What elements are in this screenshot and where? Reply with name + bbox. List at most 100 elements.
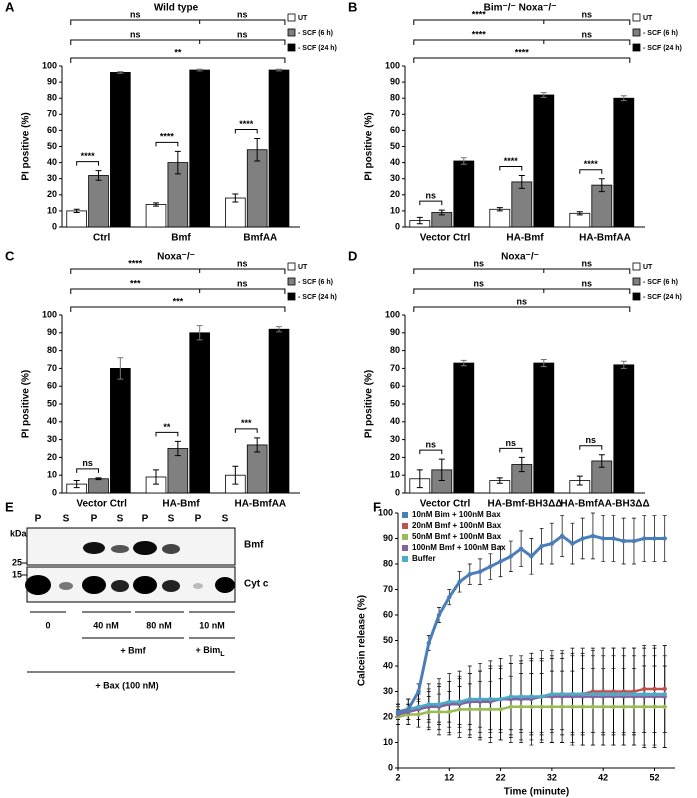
x-tick-label: 12: [444, 772, 454, 782]
comparison-label: ns: [237, 29, 248, 39]
point: [642, 704, 647, 709]
point: [611, 704, 616, 709]
y-tick-label: 60: [383, 609, 393, 619]
point: [559, 704, 565, 709]
bar: [613, 364, 635, 494]
band: [162, 544, 180, 554]
panel-label: C: [5, 248, 15, 263]
legend-swatch: [287, 262, 296, 271]
x-tick-label: 32: [547, 772, 557, 782]
error-bar: [620, 95, 627, 102]
point: [488, 564, 493, 569]
comparison-bracket: [70, 39, 286, 45]
y-tick-label: 50: [390, 398, 400, 408]
point: [580, 536, 585, 541]
x-tick-label: HA-BmfAA: [234, 499, 286, 510]
point: [395, 709, 401, 715]
point: [590, 691, 596, 697]
comparison-label: ns: [582, 258, 593, 268]
point: [580, 691, 585, 697]
y-tick-label: 70: [390, 363, 400, 373]
point: [652, 704, 657, 709]
chart-title: Wild type: [154, 3, 199, 14]
y-tick-label: 100: [42, 309, 57, 319]
point: [498, 707, 503, 712]
bar: [268, 69, 290, 228]
legend-label: - SCF (24 h): [643, 45, 682, 52]
lane-label: P: [142, 514, 149, 525]
comparison-label: ****: [472, 29, 487, 39]
point: [549, 691, 555, 697]
comparison-bracket: [413, 306, 631, 312]
point: [642, 536, 647, 541]
chart-title: Bim⁻/⁻ Noxa⁻/⁻: [484, 3, 557, 14]
mw-marker: 25: [12, 557, 22, 567]
x-tick-label: 22: [496, 772, 506, 782]
point: [518, 694, 524, 699]
comparison-label: ***: [173, 296, 184, 306]
significance-bracket: [155, 431, 179, 437]
legend-swatch: [632, 277, 641, 286]
error-bar: [95, 477, 102, 481]
error-bar: [460, 157, 467, 165]
y-tick-label: 10: [383, 737, 393, 747]
bar: [189, 69, 210, 228]
x-tick-label: Vector Ctrl: [420, 499, 471, 510]
y-tick-label: 20: [47, 452, 57, 462]
point: [488, 707, 493, 712]
y-tick-label: 40: [390, 157, 400, 167]
band: [162, 580, 180, 592]
legend-label: Buffer: [412, 554, 436, 563]
point: [580, 704, 585, 709]
buffer-label: + Bax (100 nM): [95, 680, 158, 690]
legend-swatch: [287, 28, 296, 37]
legend-swatch: [287, 13, 296, 22]
legend-label: UT: [643, 15, 653, 22]
error-bar: [620, 360, 627, 369]
y-tick-label: 0: [395, 487, 400, 497]
legend-swatch: [632, 13, 641, 22]
y-tick-label: 20: [390, 189, 400, 199]
error-bar: [416, 216, 423, 225]
y-tick-label: 60: [47, 381, 57, 391]
legend-swatch: [632, 262, 641, 271]
point: [488, 696, 493, 702]
significance-bracket: [234, 128, 258, 134]
y-tick-label: 20: [390, 452, 400, 462]
error-bar: [518, 456, 525, 473]
x-tick-label: 42: [598, 772, 608, 782]
y-tick-label: 10: [47, 470, 57, 480]
point: [600, 691, 606, 697]
legend-swatch: [287, 277, 296, 286]
bar: [88, 478, 109, 494]
y-axis-label: Calcein release (%): [357, 595, 368, 686]
y-axis-label: PI positive (%): [21, 112, 32, 180]
x-axis-label: Time (minute): [504, 787, 569, 798]
y-tick-label: 80: [47, 93, 57, 103]
error-bar: [196, 325, 203, 341]
y-tick-label: 90: [47, 327, 57, 337]
lane-label: S: [117, 514, 124, 525]
legend-label: 10nM Bim + 100nM Bax: [412, 510, 501, 519]
point: [559, 691, 565, 697]
comparison-bracket: [70, 19, 286, 25]
point: [642, 686, 647, 692]
point: [467, 707, 473, 712]
point: [457, 579, 462, 585]
point: [662, 536, 667, 541]
comparison-bracket: [413, 57, 631, 63]
error-bar: [254, 137, 261, 162]
point: [406, 707, 411, 712]
significance-label: ****: [504, 156, 519, 166]
legend-label: 100nM Bmf + 100nM Bax: [412, 543, 506, 552]
y-tick-label: 10: [47, 205, 57, 215]
error-bar: [576, 211, 583, 216]
treatment-label: + BimL: [195, 645, 225, 657]
comparison-label: ns: [517, 296, 528, 306]
point: [549, 704, 555, 709]
bar: [110, 367, 131, 494]
point: [570, 691, 575, 697]
error-bar: [518, 174, 525, 189]
comparison-label: ns: [582, 9, 593, 19]
